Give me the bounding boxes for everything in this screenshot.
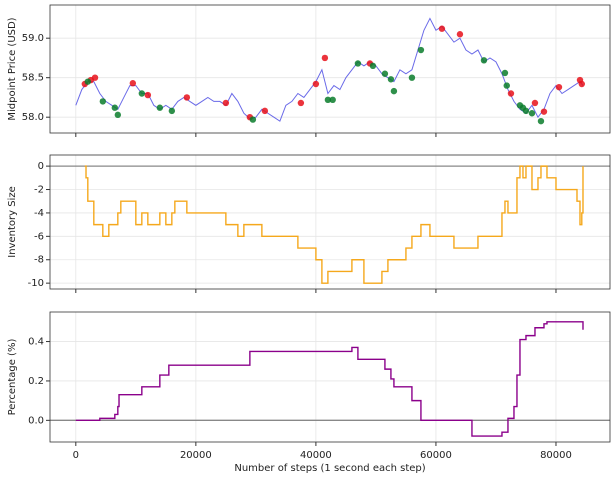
trade-point — [501, 69, 509, 77]
trade-point — [183, 94, 191, 101]
trade-point — [222, 99, 230, 107]
y-tick-label: 58.0 — [22, 112, 44, 123]
trade-point — [387, 76, 395, 83]
y-axis-label: Inventory Size — [7, 186, 18, 257]
trade-point — [369, 62, 377, 70]
trade-point — [91, 74, 99, 81]
trade-point — [408, 74, 416, 81]
trade-point — [138, 90, 146, 97]
series-line — [84, 165, 584, 284]
y-tick-label: -8 — [34, 255, 44, 266]
trade-point — [312, 80, 320, 88]
trade-point — [507, 90, 515, 97]
x-tick-label: 60000 — [420, 450, 452, 461]
x-axis-label: Number of steps (1 second each step) — [234, 463, 425, 474]
trade-point — [144, 91, 152, 99]
trade-point — [129, 80, 137, 87]
trade-point — [381, 70, 389, 77]
trade-point — [324, 96, 332, 104]
trade-point — [84, 78, 92, 85]
y-axis-label: Midpoint Price (USD) — [7, 17, 18, 120]
trade-point — [480, 57, 488, 64]
plot-frame — [49, 311, 611, 443]
trade-point — [555, 83, 563, 91]
trade-point — [537, 117, 545, 125]
y-tick-label: -6 — [34, 231, 44, 242]
trade-point — [531, 99, 539, 107]
trade-point — [321, 54, 329, 62]
y-tick-label: -4 — [34, 208, 44, 219]
trade-point — [438, 25, 446, 32]
y-tick-label: -2 — [34, 185, 44, 196]
trade-point — [249, 116, 257, 123]
series-line — [75, 321, 584, 437]
trade-point — [354, 60, 362, 67]
trade-point — [168, 107, 176, 115]
trade-point — [522, 107, 530, 115]
x-tick-label: 0 — [73, 450, 79, 461]
trade-point — [578, 80, 585, 88]
trade-point — [99, 98, 107, 105]
y-tick-label: 58.5 — [22, 73, 44, 84]
trade-point — [329, 96, 336, 104]
plot-frame — [49, 154, 611, 290]
x-tick-label: 20000 — [180, 450, 212, 461]
x-tick-label: 40000 — [300, 450, 332, 461]
y-axis-label: Percentage (%) — [7, 339, 18, 416]
series-line — [75, 17, 584, 122]
trade-point — [456, 31, 464, 38]
trade-point — [540, 108, 548, 115]
trade-point — [297, 99, 305, 107]
y-tick-label: 0.0 — [28, 415, 44, 426]
y-tick-label: 0.4 — [28, 337, 44, 348]
trade-point — [156, 104, 164, 111]
y-tick-label: -10 — [28, 278, 44, 289]
trade-point — [114, 111, 122, 119]
trade-point — [111, 104, 119, 111]
trade-point — [261, 107, 269, 115]
trade-point — [528, 110, 536, 117]
x-tick-label: 80000 — [540, 450, 572, 461]
plot-frame — [49, 4, 611, 134]
y-tick-label: 0 — [38, 161, 44, 172]
y-tick-label: 0.2 — [28, 376, 44, 387]
trade-point — [417, 46, 425, 54]
y-tick-label: 59.0 — [22, 33, 44, 44]
trade-point — [503, 82, 510, 89]
trade-point — [390, 87, 398, 95]
